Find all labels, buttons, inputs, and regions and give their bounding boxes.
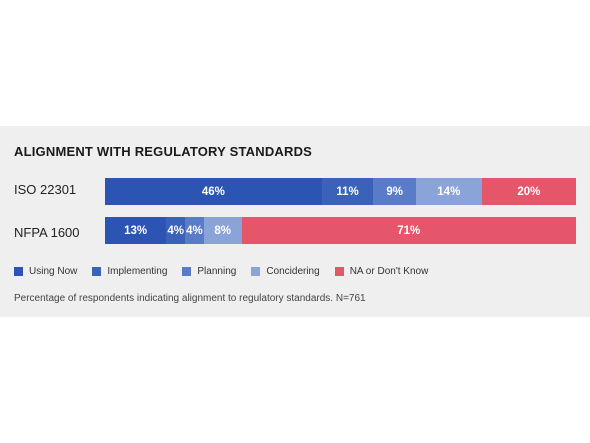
legend-label: Implementing [107, 266, 168, 277]
data-label: 9% [386, 185, 403, 198]
legend-swatch [251, 267, 261, 276]
legend-swatch [92, 267, 102, 276]
legend-swatch [182, 267, 192, 276]
chart-footnote: Percentage of respondents indicating ali… [14, 293, 366, 304]
bar-segment-nfpa-1600-na-or-don-t-know: 71% [241, 217, 576, 244]
legend-item-planning: Planning [182, 266, 236, 277]
bar-segment-nfpa-1600-concidering: 8% [203, 217, 242, 244]
row-label-iso-22301: ISO 22301 [14, 182, 77, 197]
legend-item-implementing: Implementing [92, 266, 167, 277]
bar-segment-nfpa-1600-using-now: 13% [105, 217, 167, 244]
data-label: 8% [214, 224, 232, 237]
data-label: 71% [397, 224, 421, 237]
data-label: 13% [124, 224, 148, 237]
legend-label: Planning [197, 266, 237, 277]
bar-segment-iso-22301-concidering: 14% [415, 178, 482, 205]
stacked-bar-nfpa-1600: 13% 4% 4% 8% 71% [105, 217, 576, 244]
row-label-nfpa-1600: NFPA 1600 [14, 225, 80, 240]
bar-segment-iso-22301-planning: 9% [373, 178, 416, 205]
legend-item-using-now: Using Now [14, 266, 77, 277]
bar-segment-nfpa-1600-planning: 4% [185, 217, 204, 244]
legend-label: NA or Don't Know [349, 266, 429, 277]
stacked-bar-iso-22301: 46% 11% 9% 14% 20% [105, 178, 576, 205]
data-label: 46% [201, 185, 225, 198]
legend-item-na-or-don-t-know: NA or Don't Know [334, 266, 429, 277]
data-label: 4% [167, 224, 184, 237]
chart-legend: Using Now Implementing Planning Concidering… [14, 266, 443, 277]
legend-item-concidering: Concidering [251, 266, 320, 277]
legend-label: Concidering [266, 266, 320, 277]
legend-swatch [334, 267, 344, 276]
legend-swatch [14, 267, 23, 276]
bar-segment-nfpa-1600-implementing: 4% [166, 217, 186, 244]
bar-segment-iso-22301-using-now: 46% [105, 178, 322, 205]
chart-panel: ALIGNMENT WITH REGULATORY STANDARDS ISO … [0, 126, 590, 317]
data-label: 4% [186, 224, 203, 237]
data-label: 14% [437, 185, 461, 198]
chart-title: ALIGNMENT WITH REGULATORY STANDARDS [14, 144, 313, 159]
bar-segment-iso-22301-na-or-don-t-know: 20% [481, 178, 576, 205]
data-label: 20% [517, 185, 541, 198]
data-label: 11% [336, 185, 359, 198]
legend-label: Using Now [29, 266, 78, 277]
bar-segment-iso-22301-implementing: 11% [321, 178, 374, 205]
